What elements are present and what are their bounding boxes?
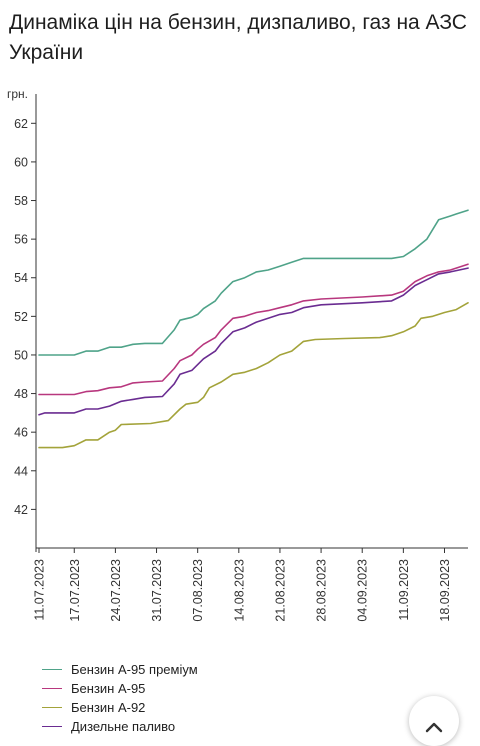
x-tick-label: 14.08.2023 [232,559,246,622]
chevron-up-icon [425,722,443,732]
x-tick-label: 11.07.2023 [33,559,47,621]
y-tick-label: 58 [14,194,28,208]
legend-swatch [42,688,62,689]
x-tick-label: 21.08.2023 [273,559,287,622]
legend-swatch [42,726,62,727]
x-tick-label: 24.07.2023 [109,559,123,622]
y-tick-label: 56 [14,233,28,247]
legend: Бензин А-95 преміум Бензин А-95 Бензин А-9… [42,660,198,736]
legend-item: Дизельне паливо [42,717,198,736]
series-line-2 [38,302,469,449]
series-line-3 [38,267,469,416]
y-tick-label: 44 [14,464,28,478]
legend-label: Дизельне паливо [71,719,176,734]
series-line-0 [38,209,469,356]
y-tick-label: 48 [14,387,28,401]
y-axis: грн. 42 44 46 48 50 52 54 56 58 60 62 [7,87,37,552]
x-tick-label: 31.07.2023 [150,559,164,622]
y-tick-label: 60 [14,155,28,169]
y-axis-unit-label: грн. [7,87,28,101]
series-line-1 [38,263,469,396]
series-lines [38,209,469,449]
legend-swatch [42,707,62,708]
line-chart: грн. 42 44 46 48 50 52 54 56 58 60 62 11.07.2023 17.… [7,87,469,622]
legend-label: Бензин А-95 [71,681,146,696]
y-tick-label: 42 [14,503,28,517]
y-tick-label: 52 [14,310,28,324]
chart-title: Динаміка цін на бензин, дизпаливо, газ н… [9,11,467,64]
legend-swatch [42,669,62,670]
y-tick-label: 54 [14,271,28,285]
legend-item: Бензин А-95 [42,679,198,698]
legend-item: Бензин А-95 преміум [42,660,198,679]
y-tick-label: 62 [14,117,28,131]
x-tick-label: 04.09.2023 [356,559,370,622]
x-tick-label: 07.08.2023 [191,559,205,622]
legend-label: Бензин А-92 [71,700,146,715]
x-tick-label: 11.09.2023 [397,559,411,621]
x-tick-label: 28.08.2023 [315,559,329,622]
y-tick-label: 46 [14,426,28,440]
legend-item: Бензин А-92 [42,698,198,717]
scroll-to-top-button[interactable] [409,696,459,746]
y-tick-label: 50 [14,348,28,362]
x-axis: 11.07.2023 17.07.2023 24.07.2023 31.07.2023… [33,547,468,622]
x-tick-label: 17.07.2023 [68,559,82,622]
legend-label: Бензин А-95 преміум [71,662,198,677]
x-tick-label: 18.09.2023 [438,559,452,622]
